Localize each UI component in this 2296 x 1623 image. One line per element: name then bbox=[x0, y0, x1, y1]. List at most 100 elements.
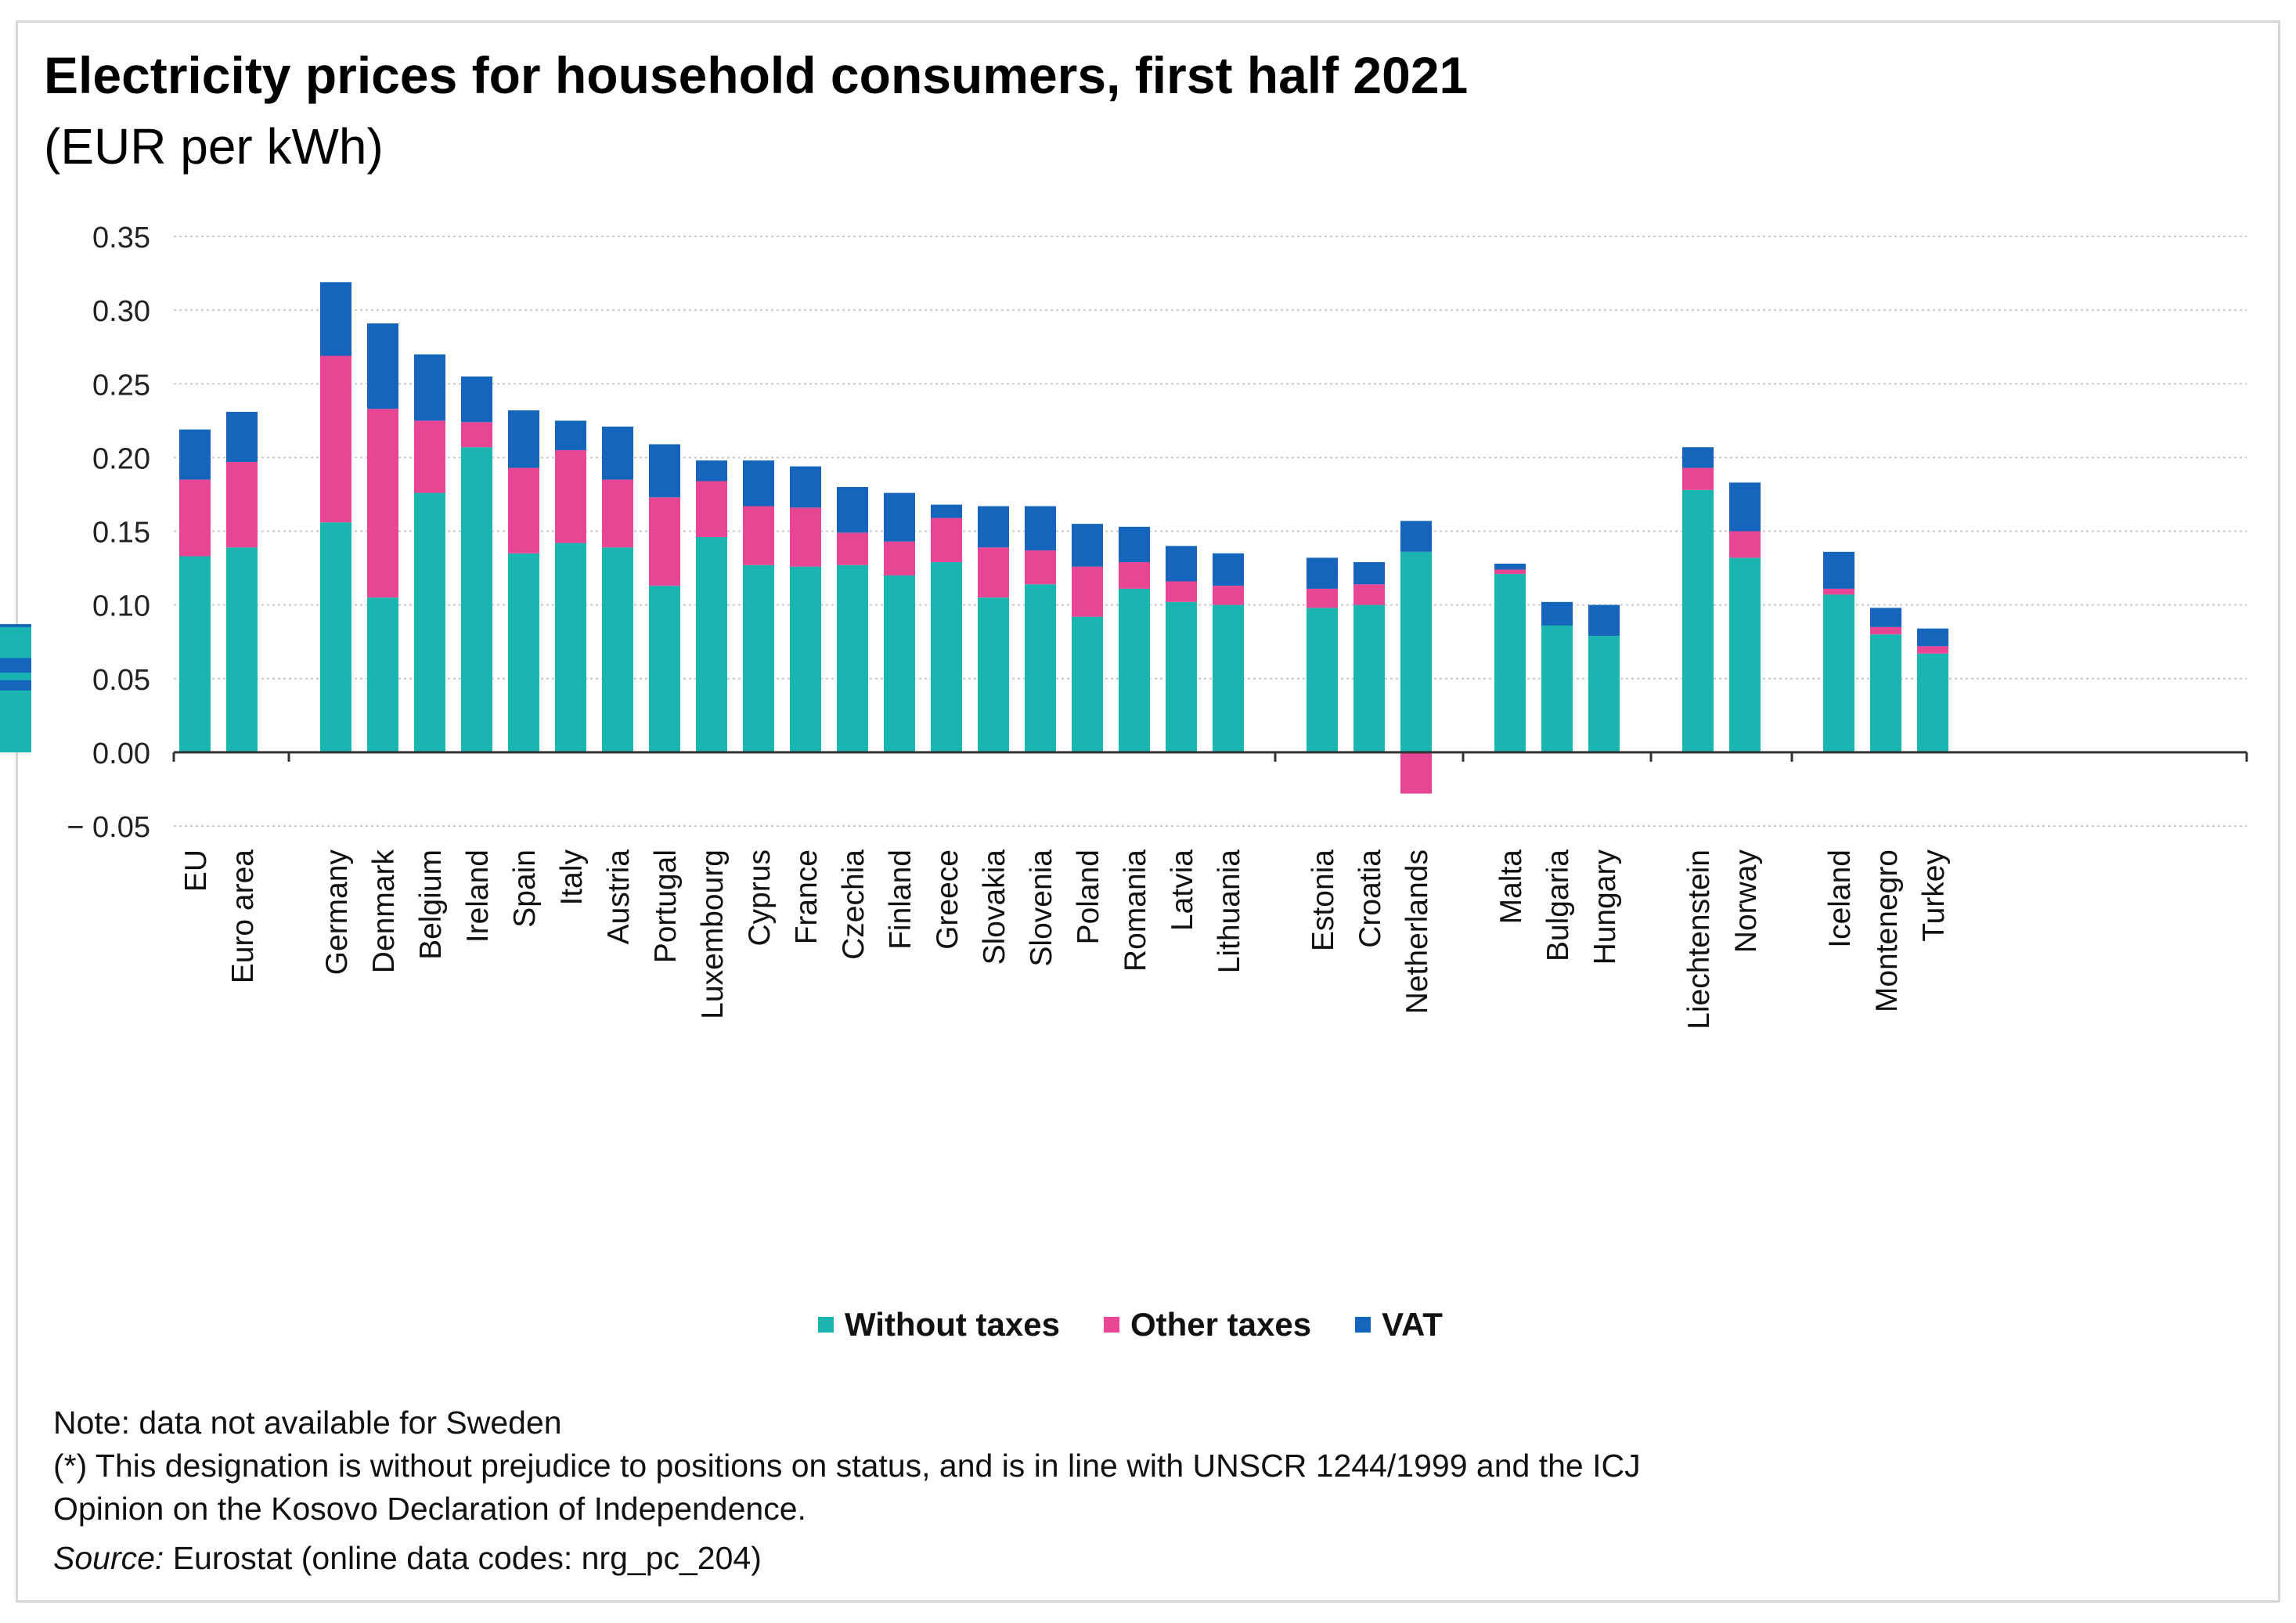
bar-slovakia-without-taxes bbox=[978, 597, 1009, 752]
bar-montenegro-without-taxes bbox=[1870, 634, 1901, 752]
x-tick-label-portugal: Portugal bbox=[649, 849, 683, 963]
bar-austria-vat bbox=[602, 426, 633, 480]
legend-label-other-taxes: Other taxes bbox=[1130, 1306, 1312, 1343]
legend-swatch-vat bbox=[1355, 1317, 1371, 1333]
y-tick-label: − 0.05 bbox=[67, 811, 150, 844]
bar-luxembourg-other-taxes bbox=[696, 481, 727, 538]
bar-romania-vat bbox=[1119, 526, 1150, 563]
y-tick-label: 0.20 bbox=[92, 442, 150, 475]
bar-estonia-without-taxes bbox=[1307, 608, 1338, 752]
legend-item-other-taxes: Other taxes bbox=[1103, 1306, 1312, 1343]
bar-montenegro-vat bbox=[1870, 608, 1901, 627]
bar-cyprus-without-taxes bbox=[743, 564, 774, 752]
bar-hungary-without-taxes bbox=[1588, 636, 1620, 752]
bar-ireland-vat bbox=[461, 376, 492, 423]
x-tick-label-hungary: Hungary bbox=[1588, 849, 1622, 965]
x-tick-label-euro-area: Euro area bbox=[226, 849, 260, 984]
x-tick-label-romania: Romania bbox=[1119, 849, 1152, 972]
x-tick-label-slovakia: Slovakia bbox=[978, 849, 1011, 965]
bar-italy-other-taxes bbox=[555, 449, 586, 543]
bar-belgium-vat bbox=[414, 354, 445, 421]
bar-czechia-vat bbox=[837, 487, 868, 533]
bar-estonia-vat bbox=[1307, 557, 1338, 589]
bar-germany-without-taxes bbox=[320, 522, 351, 752]
x-tick-label-netherlands: Netherlands bbox=[1400, 849, 1434, 1014]
bar-spain-other-taxes bbox=[508, 467, 539, 554]
legend-label-without-taxes: Without taxes bbox=[845, 1306, 1060, 1343]
x-tick-label-austria: Austria bbox=[602, 849, 636, 945]
bar-malta-without-taxes bbox=[1494, 574, 1526, 752]
x-tick-label-norway: Norway bbox=[1729, 849, 1763, 954]
bar-greece-without-taxes bbox=[931, 562, 962, 752]
bar-finland-other-taxes bbox=[884, 541, 915, 575]
bar-eu-other-taxes bbox=[179, 479, 211, 557]
bar-france-without-taxes bbox=[790, 566, 821, 752]
bar-latvia-without-taxes bbox=[1166, 601, 1197, 752]
bar-italy-vat bbox=[555, 420, 586, 450]
bar-norway-without-taxes bbox=[1729, 557, 1761, 752]
bar-euro-area-without-taxes bbox=[226, 547, 258, 752]
bar-austria-other-taxes bbox=[602, 479, 633, 548]
bar-poland-other-taxes bbox=[1072, 566, 1103, 617]
x-tick-label-italy: Italy bbox=[555, 849, 589, 906]
bar-norway-other-taxes bbox=[1729, 531, 1761, 558]
bar-romania-other-taxes bbox=[1119, 562, 1150, 589]
bar-slovenia-without-taxes bbox=[1025, 584, 1056, 752]
bar-slovakia-vat bbox=[978, 506, 1009, 548]
bar-georgia-vat bbox=[0, 658, 31, 673]
bar-liechtenstein-other-taxes bbox=[1682, 467, 1714, 490]
legend: Without taxes Other taxes VAT bbox=[818, 1306, 1443, 1343]
y-tick-label: 0.05 bbox=[92, 664, 150, 697]
x-tick-label-france: France bbox=[790, 849, 824, 944]
legend-label-vat: VAT bbox=[1382, 1306, 1443, 1343]
y-tick-label: 0.00 bbox=[92, 738, 150, 770]
bar-poland-vat bbox=[1072, 524, 1103, 567]
x-tick-label-turkey: Turkey bbox=[1917, 849, 1951, 942]
chart-subtitle: (EUR per kWh) bbox=[44, 118, 384, 175]
bar-greece-vat bbox=[931, 504, 962, 518]
x-tick-label-bulgaria: Bulgaria bbox=[1541, 849, 1575, 961]
bar-croatia-other-taxes bbox=[1353, 584, 1385, 605]
bar-greece-other-taxes bbox=[931, 518, 962, 563]
source-text: Eurostat (online data codes: nrg_pc_204) bbox=[164, 1540, 762, 1576]
bar-denmark-without-taxes bbox=[367, 597, 398, 752]
bar-portugal-without-taxes bbox=[649, 586, 680, 752]
bar-denmark-vat bbox=[367, 323, 398, 409]
bar-denmark-other-taxes bbox=[367, 409, 398, 598]
x-tick-label-ireland: Ireland bbox=[461, 849, 495, 943]
x-tick-label-croatia: Croatia bbox=[1353, 849, 1387, 948]
x-tick-label-luxembourg: Luxembourg bbox=[696, 849, 730, 1019]
bar-liechtenstein-without-taxes bbox=[1682, 489, 1714, 752]
bar-france-other-taxes bbox=[790, 507, 821, 567]
bar-germany-other-taxes bbox=[320, 355, 351, 523]
bar-eu-vat bbox=[179, 429, 211, 480]
bar-turkey-without-taxes bbox=[1917, 653, 1948, 752]
x-tick-label-lithuania: Lithuania bbox=[1213, 849, 1246, 974]
source-line: Source: Eurostat (online data codes: nrg… bbox=[53, 1537, 1641, 1580]
bar-hungary-vat bbox=[1588, 604, 1620, 637]
bar-norway-vat bbox=[1729, 482, 1761, 532]
note-line-1: Note: data not available for Sweden bbox=[53, 1405, 562, 1441]
chart-plot: 0.35 0.30 0.25 0.20 0.15 0.10 0.05 0.00 − 0.05 E… bbox=[0, 222, 2248, 1030]
bar-czechia-other-taxes bbox=[837, 532, 868, 565]
bar-croatia-without-taxes bbox=[1353, 604, 1385, 752]
y-axis-ticks: 0.35 0.30 0.25 0.20 0.15 0.10 0.05 0.00 − 0.05 bbox=[67, 222, 150, 844]
bar-germany-vat bbox=[320, 282, 351, 356]
x-tick-label-finland: Finland bbox=[884, 849, 917, 950]
y-tick-label: 0.15 bbox=[92, 517, 150, 550]
bar-luxembourg-without-taxes bbox=[696, 537, 727, 752]
chart-frame bbox=[16, 20, 2280, 1603]
bar-luxembourg-vat bbox=[696, 460, 727, 481]
bar-slovenia-vat bbox=[1025, 506, 1056, 550]
bar-eu-without-taxes bbox=[179, 556, 211, 752]
x-tick-label-iceland: Iceland bbox=[1823, 849, 1857, 948]
bar-netherlands-other-taxes bbox=[1400, 752, 1432, 794]
x-tick-label-denmark: Denmark bbox=[367, 849, 401, 974]
y-tick-label: 0.10 bbox=[92, 590, 150, 623]
bar-montenegro-other-taxes bbox=[1870, 626, 1901, 635]
x-tick-label-latvia: Latvia bbox=[1166, 849, 1199, 931]
x-tick-label-poland: Poland bbox=[1072, 849, 1105, 944]
x-tick-label-malta: Malta bbox=[1494, 849, 1528, 925]
bar-finland-without-taxes bbox=[884, 575, 915, 752]
bar-iceland-other-taxes bbox=[1823, 588, 1854, 595]
